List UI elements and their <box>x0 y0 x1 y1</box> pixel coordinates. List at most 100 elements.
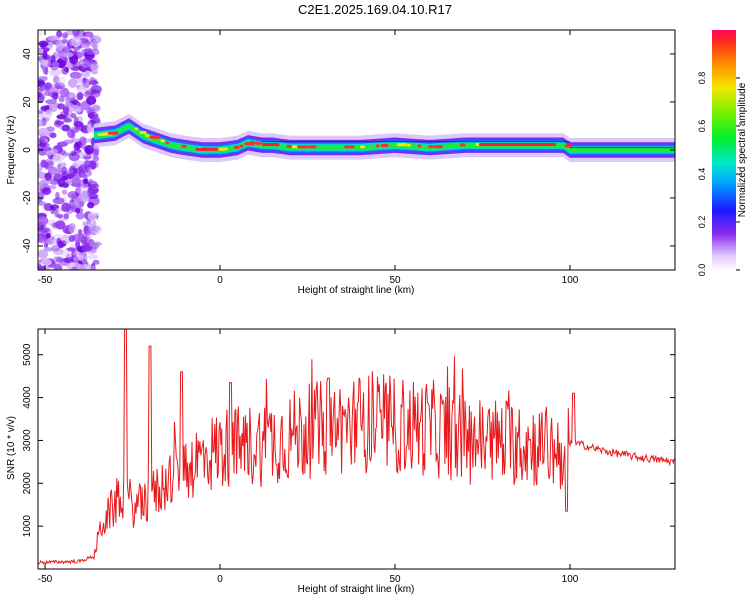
noise-blob <box>58 95 65 103</box>
ridge-peak <box>181 144 187 148</box>
noise-blob <box>53 173 63 182</box>
noise-blob <box>38 229 48 235</box>
noise-blob <box>58 162 67 167</box>
snr-panel: -50 0 50 100 1000 2000 3000 4000 5000 Height of … <box>6 328 676 595</box>
noise-blob <box>64 177 72 186</box>
noise-blob <box>75 207 81 214</box>
noise-blob <box>50 221 61 230</box>
noise-blob <box>78 190 91 200</box>
noise-blob <box>56 163 62 174</box>
noise-blob <box>53 263 63 270</box>
noise-blob <box>74 82 82 92</box>
noise-blob <box>49 69 61 77</box>
noise-blob <box>61 189 68 195</box>
colorbar-tick-label: 0.6 <box>697 120 707 133</box>
noise-blob <box>61 202 71 213</box>
noise-blob <box>62 32 69 39</box>
noise-blob <box>68 152 80 162</box>
noise-blob <box>41 76 48 81</box>
noise-blob <box>62 139 74 144</box>
ridge-peak <box>239 144 244 148</box>
noise-blob <box>78 169 86 178</box>
noise-blob <box>56 30 63 38</box>
noise-blob <box>92 259 100 265</box>
ridge-peak <box>375 144 380 148</box>
noise-blob <box>86 167 93 172</box>
snr-plot-area <box>38 329 675 565</box>
noise-blob <box>43 47 50 53</box>
y-tick-label: 5000 <box>22 343 33 366</box>
snr-frame <box>37 328 676 570</box>
noise-blob <box>82 77 87 84</box>
noise-blob <box>44 172 52 181</box>
noise-blob <box>77 229 83 235</box>
noise-blob <box>58 120 64 130</box>
noise-blob <box>82 31 94 38</box>
noise-blob <box>43 54 51 60</box>
ridge-peak <box>255 141 262 145</box>
noise-blob <box>47 161 54 166</box>
noise-blob <box>67 78 78 88</box>
ridge-peak <box>297 145 308 149</box>
x-tick-label: 100 <box>562 275 579 286</box>
y-tick-label: -20 <box>22 190 33 205</box>
noise-blob <box>59 87 70 98</box>
noise-blob <box>80 43 90 49</box>
y-tick-label: 20 <box>22 96 33 108</box>
noise-blob <box>83 159 90 166</box>
noise-blob <box>51 61 60 67</box>
noise-blob <box>61 39 69 44</box>
noise-blob <box>90 63 99 70</box>
colorbar-tick-label: 0.8 <box>697 72 707 85</box>
noise-blob <box>80 79 90 84</box>
noise-blob <box>66 92 76 101</box>
ridge-peak <box>349 145 355 149</box>
noise-blob <box>38 163 43 173</box>
noise-blob <box>86 47 94 55</box>
noise-blob <box>44 90 52 97</box>
noise-blob <box>87 211 98 222</box>
noise-blob <box>89 76 95 83</box>
noise-blob <box>52 256 62 262</box>
noise-blob <box>41 117 47 127</box>
noise-blob <box>76 60 85 66</box>
ridge-peak <box>134 127 139 131</box>
x-tick-label: 50 <box>389 275 401 286</box>
x-tick-label: -50 <box>38 275 53 286</box>
noise-blob <box>55 120 65 125</box>
noise-blob <box>51 92 59 100</box>
ridge-peak <box>144 134 150 137</box>
noise-blob <box>87 193 99 200</box>
noise-blob <box>38 92 46 100</box>
noise-blob <box>57 240 64 248</box>
noise-blob <box>81 61 91 69</box>
noise-blob <box>52 154 62 163</box>
noise-blob <box>72 128 78 133</box>
noise-blob <box>66 173 74 179</box>
noise-blob <box>50 54 56 65</box>
noise-blob <box>61 66 69 75</box>
ridge-peak <box>407 143 411 147</box>
noise-blob <box>56 256 65 263</box>
figure-title: C2E1.2025.169.04.10.R17 <box>298 2 452 17</box>
noise-blob <box>77 254 84 261</box>
x-tick-label: -50 <box>38 574 53 585</box>
ridge-peak <box>291 145 300 149</box>
noise-blob <box>63 265 70 270</box>
noise-blob <box>80 49 85 54</box>
noise-blob <box>87 186 92 196</box>
ridge-peak <box>165 141 170 145</box>
noise-blob <box>83 153 92 160</box>
noise-blob <box>66 253 72 262</box>
noise-blob <box>76 91 84 101</box>
ridge-peak <box>475 143 481 146</box>
noise-blob <box>57 59 66 69</box>
noise-blob <box>38 109 44 115</box>
noise-blob <box>38 234 43 242</box>
noise-blob <box>57 51 66 59</box>
noise-blob <box>69 54 79 65</box>
noise-blob <box>40 159 47 168</box>
noise-blob <box>38 265 46 270</box>
noise-blob <box>38 201 47 206</box>
